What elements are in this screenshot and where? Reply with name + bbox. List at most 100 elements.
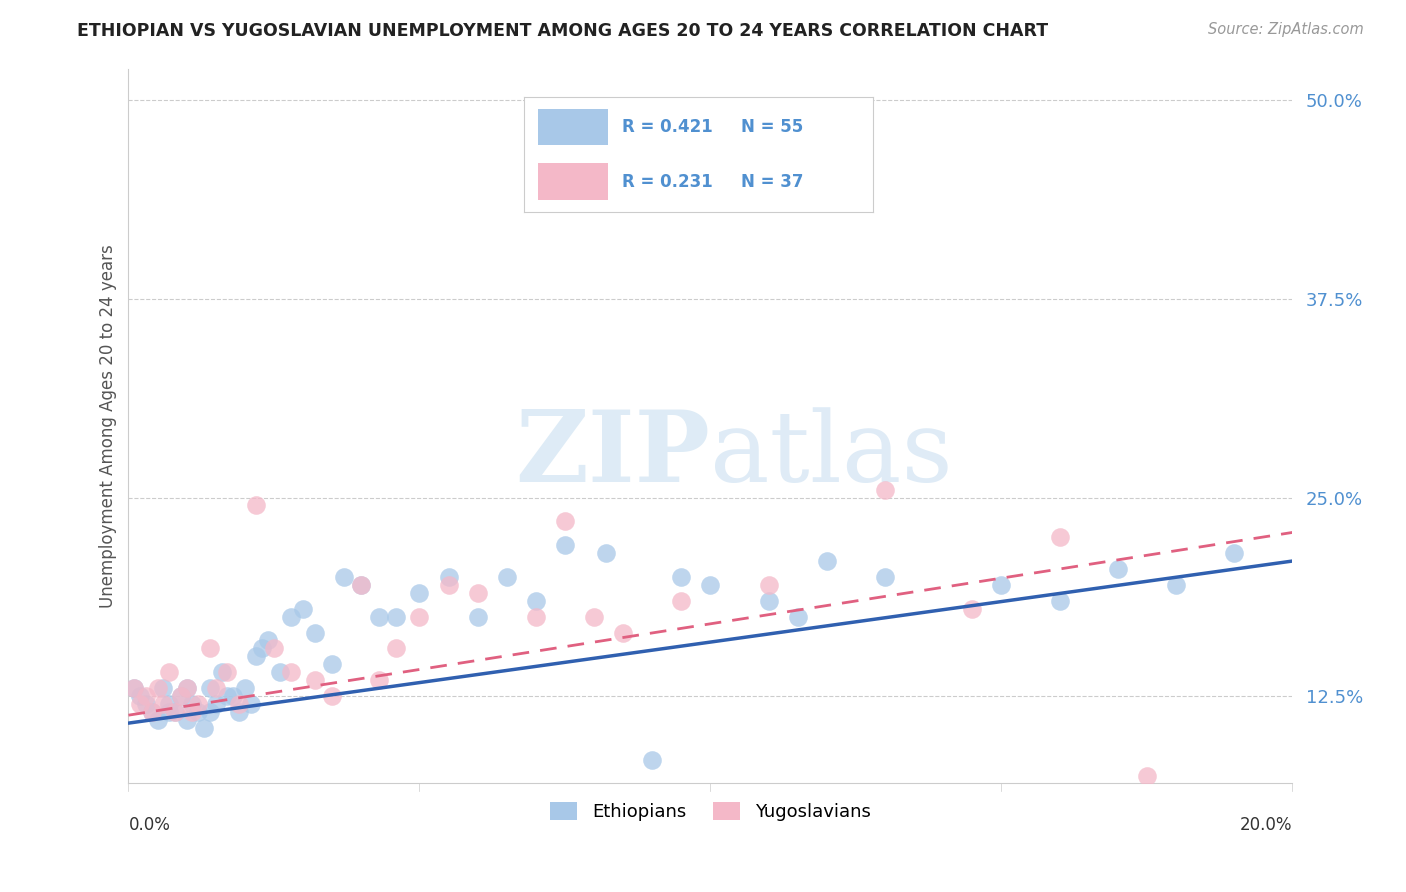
Point	[962, 601, 984, 615]
Point	[157, 665, 180, 680]
Point	[187, 705, 209, 719]
Point	[280, 609, 302, 624]
Point	[152, 681, 174, 695]
Point	[582, 609, 605, 624]
Point	[204, 697, 226, 711]
Point	[141, 705, 163, 719]
Point	[641, 753, 664, 767]
Point	[263, 641, 285, 656]
Point	[193, 721, 215, 735]
Point	[304, 673, 326, 688]
Point	[699, 578, 721, 592]
Point	[408, 609, 430, 624]
Point	[257, 633, 280, 648]
Point	[1136, 768, 1159, 782]
Point	[252, 641, 274, 656]
Point	[135, 689, 157, 703]
Point	[198, 681, 221, 695]
Text: 0.0%: 0.0%	[128, 815, 170, 834]
Point	[321, 689, 343, 703]
Point	[152, 697, 174, 711]
Point	[129, 697, 152, 711]
Point	[204, 681, 226, 695]
Point	[321, 657, 343, 672]
Point	[873, 570, 896, 584]
Point	[524, 609, 547, 624]
Point	[217, 689, 239, 703]
Point	[280, 665, 302, 680]
Point	[198, 705, 221, 719]
Point	[758, 578, 780, 592]
Point	[129, 689, 152, 703]
Point	[146, 681, 169, 695]
Point	[1049, 530, 1071, 544]
Point	[157, 697, 180, 711]
Point	[385, 609, 408, 624]
Point	[124, 681, 146, 695]
Point	[217, 665, 239, 680]
Point	[176, 713, 198, 727]
Point	[437, 578, 460, 592]
Point	[176, 681, 198, 695]
Point	[1049, 594, 1071, 608]
Point	[181, 697, 204, 711]
Point	[554, 514, 576, 528]
Text: ZIP: ZIP	[516, 406, 710, 503]
Point	[245, 499, 267, 513]
Y-axis label: Unemployment Among Ages 20 to 24 years: Unemployment Among Ages 20 to 24 years	[100, 244, 117, 607]
Point	[269, 665, 291, 680]
Point	[163, 705, 186, 719]
Point	[170, 689, 193, 703]
Point	[292, 601, 315, 615]
Point	[671, 570, 693, 584]
Point	[385, 641, 408, 656]
Point	[157, 705, 180, 719]
Point	[350, 578, 373, 592]
Point	[671, 594, 693, 608]
Point	[245, 649, 267, 664]
Point	[367, 673, 389, 688]
Point	[333, 570, 356, 584]
Point	[612, 625, 634, 640]
Point	[163, 705, 186, 719]
Point	[1107, 562, 1129, 576]
Point	[135, 697, 157, 711]
Point	[467, 586, 489, 600]
Point	[304, 625, 326, 640]
Point	[233, 681, 256, 695]
Legend: Ethiopians, Yugoslavians: Ethiopians, Yugoslavians	[543, 794, 877, 828]
Point	[222, 689, 245, 703]
Point	[408, 586, 430, 600]
Text: 20.0%: 20.0%	[1240, 815, 1292, 834]
Point	[873, 483, 896, 497]
Point	[554, 538, 576, 552]
Point	[228, 705, 250, 719]
Point	[524, 594, 547, 608]
Point	[239, 697, 262, 711]
Point	[990, 578, 1012, 592]
Point	[181, 705, 204, 719]
Point	[211, 665, 233, 680]
Point	[437, 570, 460, 584]
Point	[141, 705, 163, 719]
Point	[786, 609, 808, 624]
Point	[176, 681, 198, 695]
Point	[1223, 546, 1246, 560]
Point	[170, 689, 193, 703]
Text: atlas: atlas	[710, 407, 953, 502]
Text: ETHIOPIAN VS YUGOSLAVIAN UNEMPLOYMENT AMONG AGES 20 TO 24 YEARS CORRELATION CHAR: ETHIOPIAN VS YUGOSLAVIAN UNEMPLOYMENT AM…	[77, 22, 1049, 40]
Point	[350, 578, 373, 592]
Point	[124, 681, 146, 695]
Text: Source: ZipAtlas.com: Source: ZipAtlas.com	[1208, 22, 1364, 37]
Point	[198, 641, 221, 656]
Point	[228, 697, 250, 711]
Point	[367, 609, 389, 624]
Point	[758, 594, 780, 608]
Point	[146, 713, 169, 727]
Point	[495, 570, 517, 584]
Point	[187, 697, 209, 711]
Point	[467, 609, 489, 624]
Point	[815, 554, 838, 568]
Point	[595, 546, 617, 560]
Point	[1164, 578, 1187, 592]
